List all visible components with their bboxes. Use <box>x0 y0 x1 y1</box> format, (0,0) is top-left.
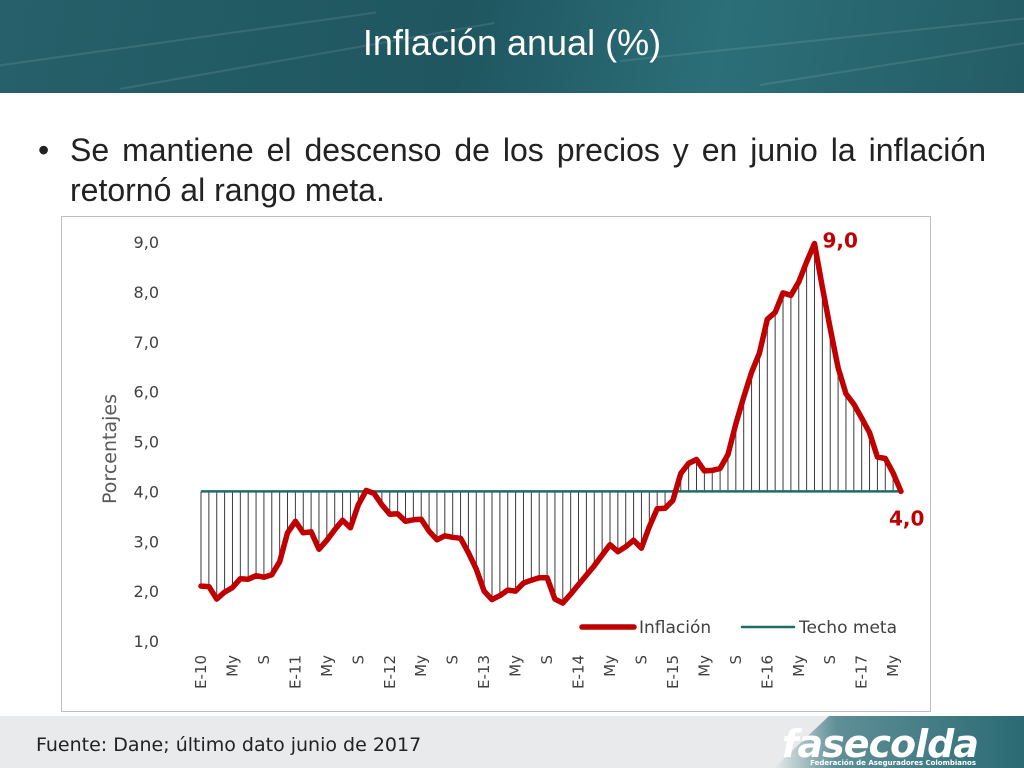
bullet-marker: • <box>38 132 50 168</box>
bullet-point: • Se mantiene el descenso de los precios… <box>38 130 986 210</box>
y-tick-label: 2,0 <box>134 582 159 601</box>
x-tick-label: S <box>255 655 273 665</box>
y-tick-label: 7,0 <box>134 333 159 352</box>
legend-label: Inflación <box>639 618 711 638</box>
slide-title: Inflación anual (%) <box>362 22 662 63</box>
x-tick-label: E-10 <box>192 655 210 689</box>
x-tick-label: My <box>223 655 241 677</box>
x-tick-label: My <box>601 655 619 677</box>
x-tick-label: S <box>632 655 650 665</box>
x-tick-label: E-14 <box>570 655 588 689</box>
x-tick-label: My <box>507 655 525 677</box>
source-note: Fuente: Dane; último dato junio de 2017 <box>36 734 422 756</box>
y-tick-label: 8,0 <box>134 283 159 302</box>
x-tick-label: My <box>318 655 336 677</box>
chart-canvas: 1,0 2,0 3,0 4,0 5,0 6,0 7,0 8,0 9,0 E-10 My S E-11 M… <box>99 228 924 689</box>
legend-label: Techo meta <box>798 618 897 638</box>
y-axis-label: Porcentajes <box>99 394 121 504</box>
x-tick-label: S <box>821 655 839 665</box>
logo-subtitle: Federación de Aseguradores Colombianos <box>810 759 976 767</box>
x-tick-label: E-15 <box>664 655 682 689</box>
data-label: 9,0 <box>822 228 857 252</box>
fasecolda-logo: fasecolda <box>781 722 979 766</box>
slide-header: Inflación anual (%) <box>0 0 1024 93</box>
x-tick-label: S <box>444 655 462 665</box>
y-tick-label: 9,0 <box>134 233 159 252</box>
x-tick-label: My <box>790 655 808 677</box>
x-tick-label: S <box>538 655 556 665</box>
x-tick-label: My <box>695 655 713 677</box>
x-tick-label: E-12 <box>381 655 399 689</box>
x-tick-label: S <box>349 655 367 665</box>
x-tick-label: E-11 <box>286 655 304 689</box>
inflation-chart: 1,0 2,0 3,0 4,0 5,0 6,0 7,0 8,0 9,0 E-10 My S E-11 M… <box>61 216 931 712</box>
x-tick-label: E-16 <box>758 655 776 689</box>
y-tick-label: 1,0 <box>134 632 159 651</box>
x-tick-label: S <box>727 655 745 665</box>
y-tick-label: 4,0 <box>134 482 159 501</box>
y-tick-label: 6,0 <box>134 383 159 402</box>
y-tick-label: 3,0 <box>134 532 159 551</box>
slide-footer: Fuente: Dane; último dato junio de 2017 … <box>0 716 1024 768</box>
y-tick-label: 5,0 <box>134 433 159 452</box>
series-inflacion-line <box>198 240 904 606</box>
x-tick-label: My <box>884 655 902 677</box>
bullet-text: Se mantiene el descenso de los precios y… <box>70 132 986 208</box>
x-tick-label: E-13 <box>475 655 493 689</box>
x-tick-label: My <box>412 655 430 677</box>
data-label: 4,0 <box>889 506 924 530</box>
x-tick-label: E-17 <box>853 655 871 689</box>
